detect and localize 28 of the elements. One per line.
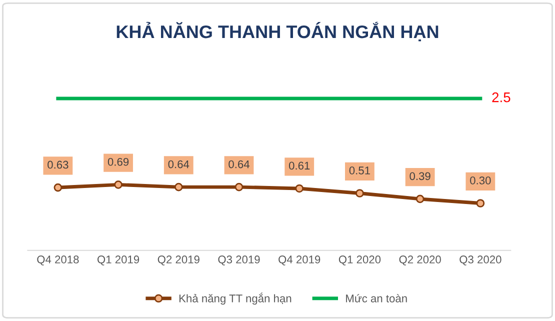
x-tick-label: Q2 2020: [399, 256, 441, 266]
data-label: 0.64: [168, 160, 190, 168]
x-tick-label: Q3 2019: [218, 256, 260, 266]
point: [114, 180, 122, 189]
x-tick-label: Q4 2018: [37, 256, 79, 266]
point: [476, 199, 485, 208]
data-label: 0.63: [48, 160, 68, 169]
data-label: 0.61: [288, 162, 310, 170]
data-label: 0.64: [228, 160, 250, 168]
point: [416, 194, 424, 204]
point: [356, 189, 364, 198]
legend-label: Mức an toàn: [346, 294, 407, 302]
x-tick-label: Q1 2020: [338, 256, 381, 266]
data-label: 0.30: [470, 176, 491, 184]
data-label: 2.5: [492, 92, 510, 102]
x-tick-label: Q2 2019: [158, 256, 200, 266]
data-label: 0.69: [108, 158, 129, 166]
x-tick-label: Q1 2019: [98, 256, 140, 266]
point: [174, 182, 183, 192]
data-label: 0.51: [349, 166, 370, 174]
x-tick-label: Q4 2019: [278, 256, 320, 266]
chart-title: KHẢ NĂNG THANH TOÁN NGẮN HẠN: [116, 22, 438, 42]
point: [54, 183, 62, 192]
point: [234, 182, 244, 192]
legend-label: Khả năng TT ngắn hạn: [179, 292, 292, 305]
point: [295, 184, 304, 193]
data-label: 0.39: [410, 172, 430, 180]
x-tick-label: Q3 2020: [460, 256, 502, 266]
